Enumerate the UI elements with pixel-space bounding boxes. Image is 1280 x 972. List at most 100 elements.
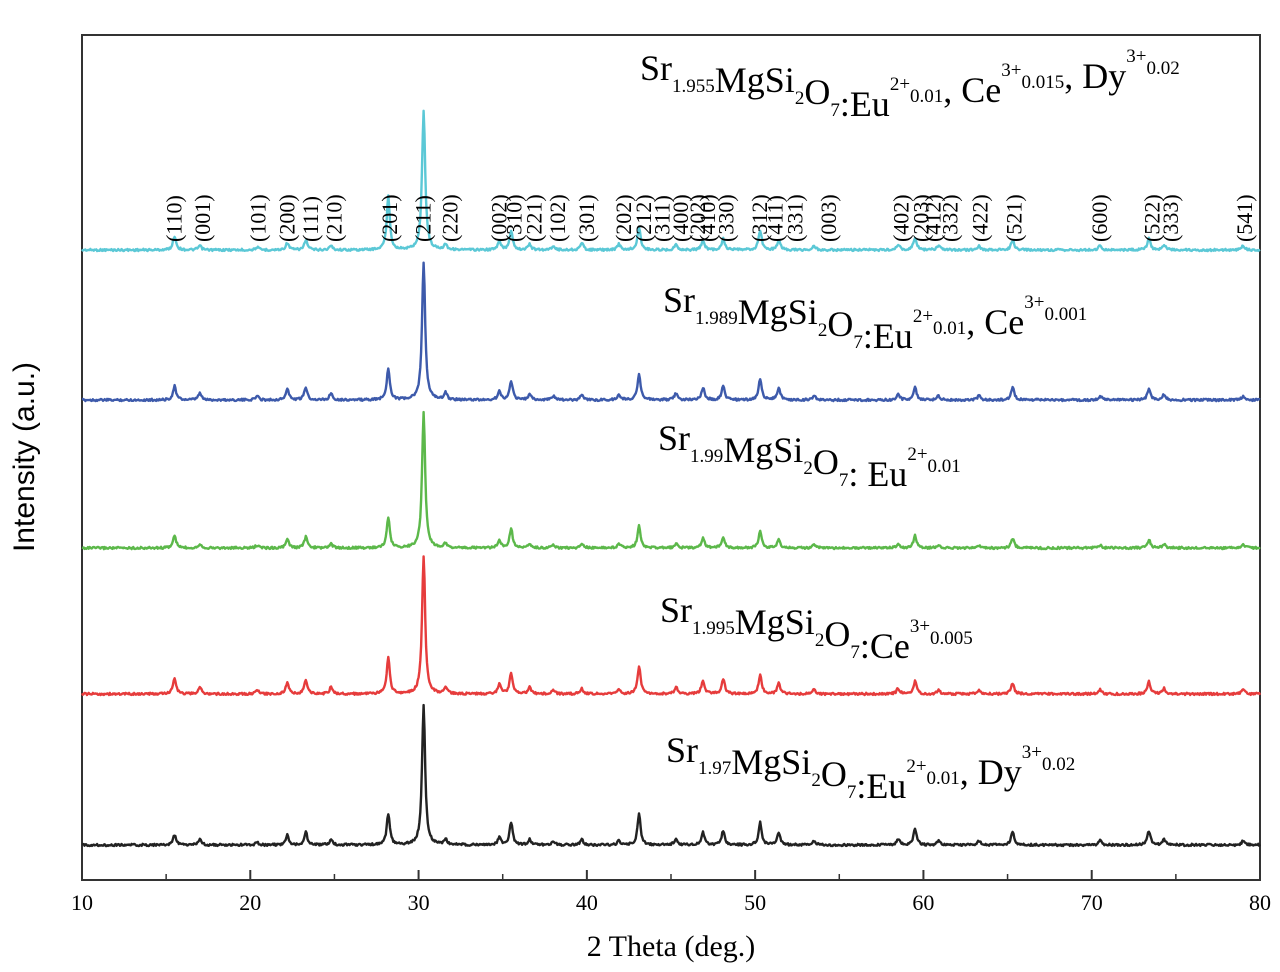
series-label-part: Sr — [658, 418, 690, 458]
hkl-label: (210) — [321, 194, 346, 242]
hkl-label: (311) — [650, 195, 675, 242]
series-label-part: 2+ — [890, 74, 910, 95]
series-label-part: O — [821, 754, 847, 794]
series-label-part: 0.01 — [927, 768, 960, 789]
series-label-part: MgSi — [738, 292, 818, 332]
series-line — [81, 261, 1261, 403]
hkl-label: (221) — [522, 194, 547, 242]
series-label: Sr1.989MgSi2O7:Eu2+0.01, Ce3+0.001 — [663, 280, 1087, 356]
series-label-part: :Ce — [860, 626, 910, 666]
hkl-label: (333) — [1158, 194, 1183, 242]
series-label-part: Sr — [663, 280, 695, 320]
series-label-part: 3+ — [1022, 742, 1042, 763]
series-label-part: O — [824, 614, 850, 654]
series-label-part: :Eu — [840, 84, 890, 124]
series-label-part: 3+ — [1024, 292, 1044, 313]
hkl-label: (400) — [668, 194, 693, 242]
hkl-label: (001) — [190, 194, 215, 242]
hkl-label: (003) — [816, 194, 841, 242]
hkl-label: (411) — [762, 195, 787, 242]
hkl-label: (521) — [1001, 194, 1026, 242]
series-line — [81, 703, 1262, 848]
series-line — [81, 410, 1261, 551]
hkl-label: (220) — [438, 194, 463, 242]
series-label-part: 7 — [839, 470, 849, 491]
series-label-part: , Ce — [966, 302, 1024, 342]
series-label-part: 3+ — [1001, 60, 1021, 81]
x-tick-label: 70 — [1081, 890, 1103, 915]
series-label-part: 1.955 — [672, 76, 715, 97]
series-label-part: 0.001 — [1045, 304, 1088, 325]
x-tick-label: 30 — [408, 890, 430, 915]
hkl-label: (002) — [486, 194, 511, 242]
series-label-part: 1.995 — [692, 618, 735, 639]
hkl-label: (600) — [1087, 194, 1112, 242]
series-label-part: : Eu — [848, 454, 907, 494]
series-label-part: MgSi — [715, 60, 795, 100]
hkl-label: (522) — [1139, 194, 1164, 242]
hkl-label: (212) — [631, 194, 656, 242]
hkl-label: (332) — [937, 194, 962, 242]
x-tick-label: 60 — [912, 890, 934, 915]
series-label-part: 2 — [811, 770, 821, 791]
series-label: Sr1.995MgSi2O7:Ce3+0.005 — [660, 590, 973, 666]
series-label-part: :Eu — [863, 316, 913, 356]
series-label-part: 0.01 — [910, 86, 943, 107]
series-label-part: 0.015 — [1022, 72, 1065, 93]
series-label-part: 3+ — [910, 616, 930, 637]
x-tick-label: 50 — [744, 890, 766, 915]
series-label-part: 7 — [830, 100, 840, 121]
series-label-part: 0.01 — [928, 456, 961, 477]
hkl-label: (422) — [968, 194, 993, 242]
series-label-part: 7 — [847, 782, 857, 803]
series-label: Sr1.99MgSi2O7: Eu2+0.01 — [658, 418, 961, 494]
series-label-part: 2 — [803, 458, 813, 479]
series-label-part: 0.02 — [1146, 58, 1179, 79]
series-label-part: 2+ — [913, 306, 933, 327]
hkl-label: (402) — [889, 194, 914, 242]
hkl-label: (102) — [545, 194, 570, 242]
series-line — [80, 555, 1262, 697]
series-label-part: 7 — [853, 332, 863, 353]
hkl-label: (310) — [502, 194, 527, 242]
series-label-part: 3+ — [1126, 46, 1146, 67]
series-label-part: O — [804, 72, 830, 112]
series-label-part: O — [813, 442, 839, 482]
series-label-part: 1.99 — [690, 446, 723, 467]
hkl-label: (200) — [274, 194, 299, 242]
hkl-label: (211) — [411, 195, 436, 242]
series-label-part: Sr — [666, 730, 698, 770]
series-label-part: 1.989 — [695, 308, 738, 329]
series-label-part: 2 — [818, 320, 828, 341]
y-axis-title: Intensity (a.u.) — [8, 362, 41, 552]
hkl-label: (412) — [921, 194, 946, 242]
hkl-label: (201) — [377, 194, 402, 242]
series-label: Sr1.97MgSi2O7:Eu2+0.01, Dy3+0.02 — [666, 730, 1075, 806]
series-group — [80, 109, 1262, 848]
x-axis-title: 2 Theta (deg.) — [587, 930, 756, 963]
x-tick-label: 10 — [71, 890, 93, 915]
series-label-part: 2+ — [906, 756, 926, 777]
series-label-part: , Ce — [943, 70, 1001, 110]
series-label-part: 0.005 — [930, 628, 973, 649]
series-label-part: MgSi — [723, 430, 803, 470]
hkl-label: (202) — [685, 194, 710, 242]
series-label-part: 1.97 — [698, 758, 731, 779]
series-label-part: 0.02 — [1042, 754, 1075, 775]
hkl-label: (111) — [298, 196, 323, 242]
hkl-label: (330) — [714, 194, 739, 242]
series-label-part: 2 — [815, 630, 825, 651]
series-label-part: , Dy — [960, 752, 1022, 792]
hkl-label: (312) — [747, 194, 772, 242]
series-labels: Sr1.955MgSi2O7:Eu2+0.01, Ce3+0.015, Dy3+… — [640, 46, 1180, 806]
series-label-part: 0.01 — [933, 318, 966, 339]
hkl-label: (101) — [246, 194, 271, 242]
hkl-label: (110) — [162, 195, 187, 242]
series-label-part: Sr — [640, 48, 672, 88]
series-label-part: :Eu — [856, 766, 906, 806]
series-line — [81, 109, 1261, 253]
series-label-part: O — [827, 304, 853, 344]
series-label-part: 2 — [795, 88, 805, 109]
series-label: Sr1.955MgSi2O7:Eu2+0.01, Ce3+0.015, Dy3+… — [640, 46, 1180, 124]
